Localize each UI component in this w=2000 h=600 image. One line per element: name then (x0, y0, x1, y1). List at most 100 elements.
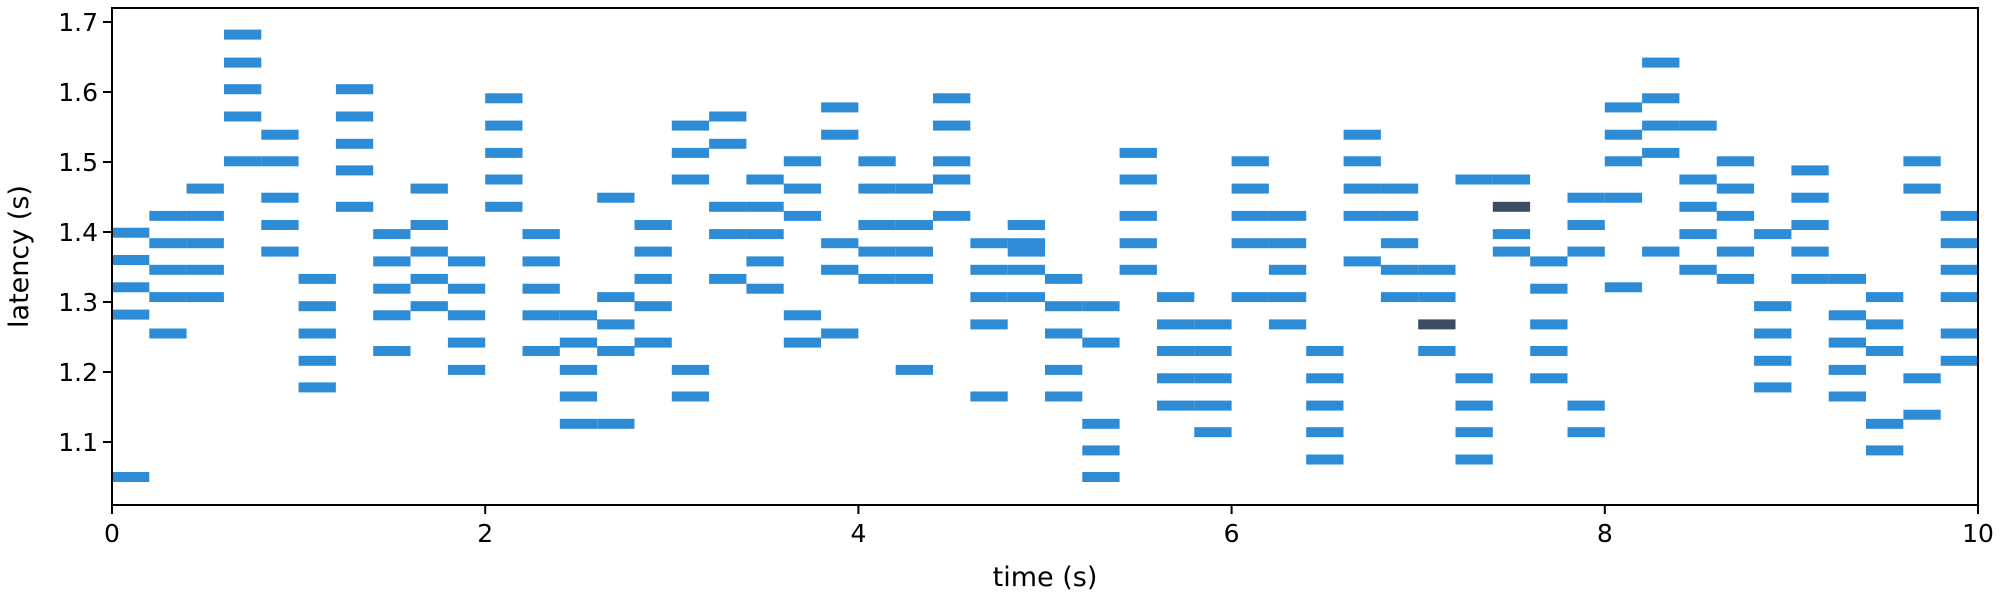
latency-dash (1008, 247, 1045, 257)
latency-dash (597, 319, 634, 329)
x-tick-label: 2 (477, 519, 493, 548)
latency-dash (746, 256, 783, 266)
latency-dash (1082, 419, 1119, 429)
latency-dash (1791, 247, 1828, 257)
x-tick-label: 10 (1962, 519, 1994, 548)
latency-dash (261, 247, 298, 257)
y-tick-label: 1.6 (58, 78, 98, 107)
latency-dash (485, 121, 522, 131)
latency-dash (485, 148, 522, 158)
latency-dash (187, 184, 224, 194)
latency-dash (224, 84, 261, 94)
latency-dash (709, 112, 746, 122)
latency-dash (1120, 265, 1157, 275)
y-tick-label: 1.7 (58, 8, 98, 37)
latency-dash (1493, 175, 1530, 185)
latency-dash (1418, 265, 1455, 275)
latency-dash (635, 274, 672, 284)
latency-dash (1120, 211, 1157, 221)
latency-dash (373, 310, 410, 320)
latency-dash (1381, 211, 1418, 221)
latency-dash (224, 58, 261, 68)
latency-dash (1605, 193, 1642, 203)
x-tick-label: 6 (1224, 519, 1240, 548)
latency-dash (1045, 301, 1082, 311)
latency-dash (523, 346, 560, 356)
latency-dash (1306, 427, 1343, 437)
latency-dash (1829, 365, 1866, 375)
latency-dash (784, 156, 821, 166)
latency-dash (672, 365, 709, 375)
latency-dash (1120, 148, 1157, 158)
latency-dash (1568, 247, 1605, 257)
y-tick-label: 1.4 (58, 218, 98, 247)
latency-dash (1530, 284, 1567, 294)
latency-dash (523, 284, 560, 294)
latency-dash (560, 419, 597, 429)
latency-dash (448, 284, 485, 294)
latency-dash (299, 274, 336, 284)
latency-dash (1642, 148, 1679, 158)
latency-dash (1045, 365, 1082, 375)
latency-dash (1754, 382, 1791, 392)
latency-dash (1903, 184, 1940, 194)
latency-dash (1530, 256, 1567, 266)
latency-dash (336, 202, 373, 212)
latency-dash (1456, 175, 1493, 185)
y-tick-label: 1.3 (58, 288, 98, 317)
latency-dash (560, 365, 597, 375)
latency-dash (1232, 184, 1269, 194)
latency-dash (373, 256, 410, 266)
latency-dash (1717, 274, 1754, 284)
x-axis-label: time (s) (993, 562, 1098, 593)
latency-dash (261, 156, 298, 166)
latency-dash (858, 220, 895, 230)
latency-dash (1754, 301, 1791, 311)
latency-dash (112, 472, 149, 482)
latency-dash (1418, 346, 1455, 356)
latency-dash (523, 256, 560, 266)
latency-dash (299, 301, 336, 311)
latency-dash (709, 202, 746, 212)
x-tick-label: 4 (850, 519, 866, 548)
latency-dash (373, 346, 410, 356)
latency-dash (933, 121, 970, 131)
latency-dash (224, 156, 261, 166)
latency-dash (1157, 319, 1194, 329)
latency-dash (1791, 193, 1828, 203)
latency-dash (1008, 265, 1045, 275)
latency-dash (1754, 329, 1791, 339)
latency-dash (746, 175, 783, 185)
latency-dash (1903, 373, 1940, 383)
latency-dash (224, 30, 261, 40)
latency-dash (1306, 346, 1343, 356)
latency-dash (1344, 211, 1381, 221)
latency-dash (1269, 265, 1306, 275)
latency-dash (1679, 202, 1716, 212)
latency-dash (896, 220, 933, 230)
latency-dash (896, 274, 933, 284)
latency-dash (112, 310, 149, 320)
latency-dash (1306, 401, 1343, 411)
latency-dash (1791, 165, 1828, 175)
latency-dash (1530, 373, 1567, 383)
latency-dash (299, 382, 336, 392)
latency-dash (1381, 292, 1418, 302)
latency-dash (149, 211, 186, 221)
latency-dash (1791, 274, 1828, 284)
latency-dash (784, 184, 821, 194)
latency-dash (933, 156, 970, 166)
latency-dash (1642, 93, 1679, 103)
x-tick-label: 8 (1597, 519, 1613, 548)
latency-dash (1082, 338, 1119, 348)
latency-dash (1866, 319, 1903, 329)
latency-dash (411, 301, 448, 311)
latency-dash (448, 256, 485, 266)
latency-dash (1679, 121, 1716, 131)
latency-dash (485, 202, 522, 212)
latency-dash (1008, 220, 1045, 230)
latency-dash (187, 265, 224, 275)
y-axis-label: latency (s) (4, 185, 35, 328)
latency-dash (933, 211, 970, 221)
latency-dash (1941, 265, 1978, 275)
